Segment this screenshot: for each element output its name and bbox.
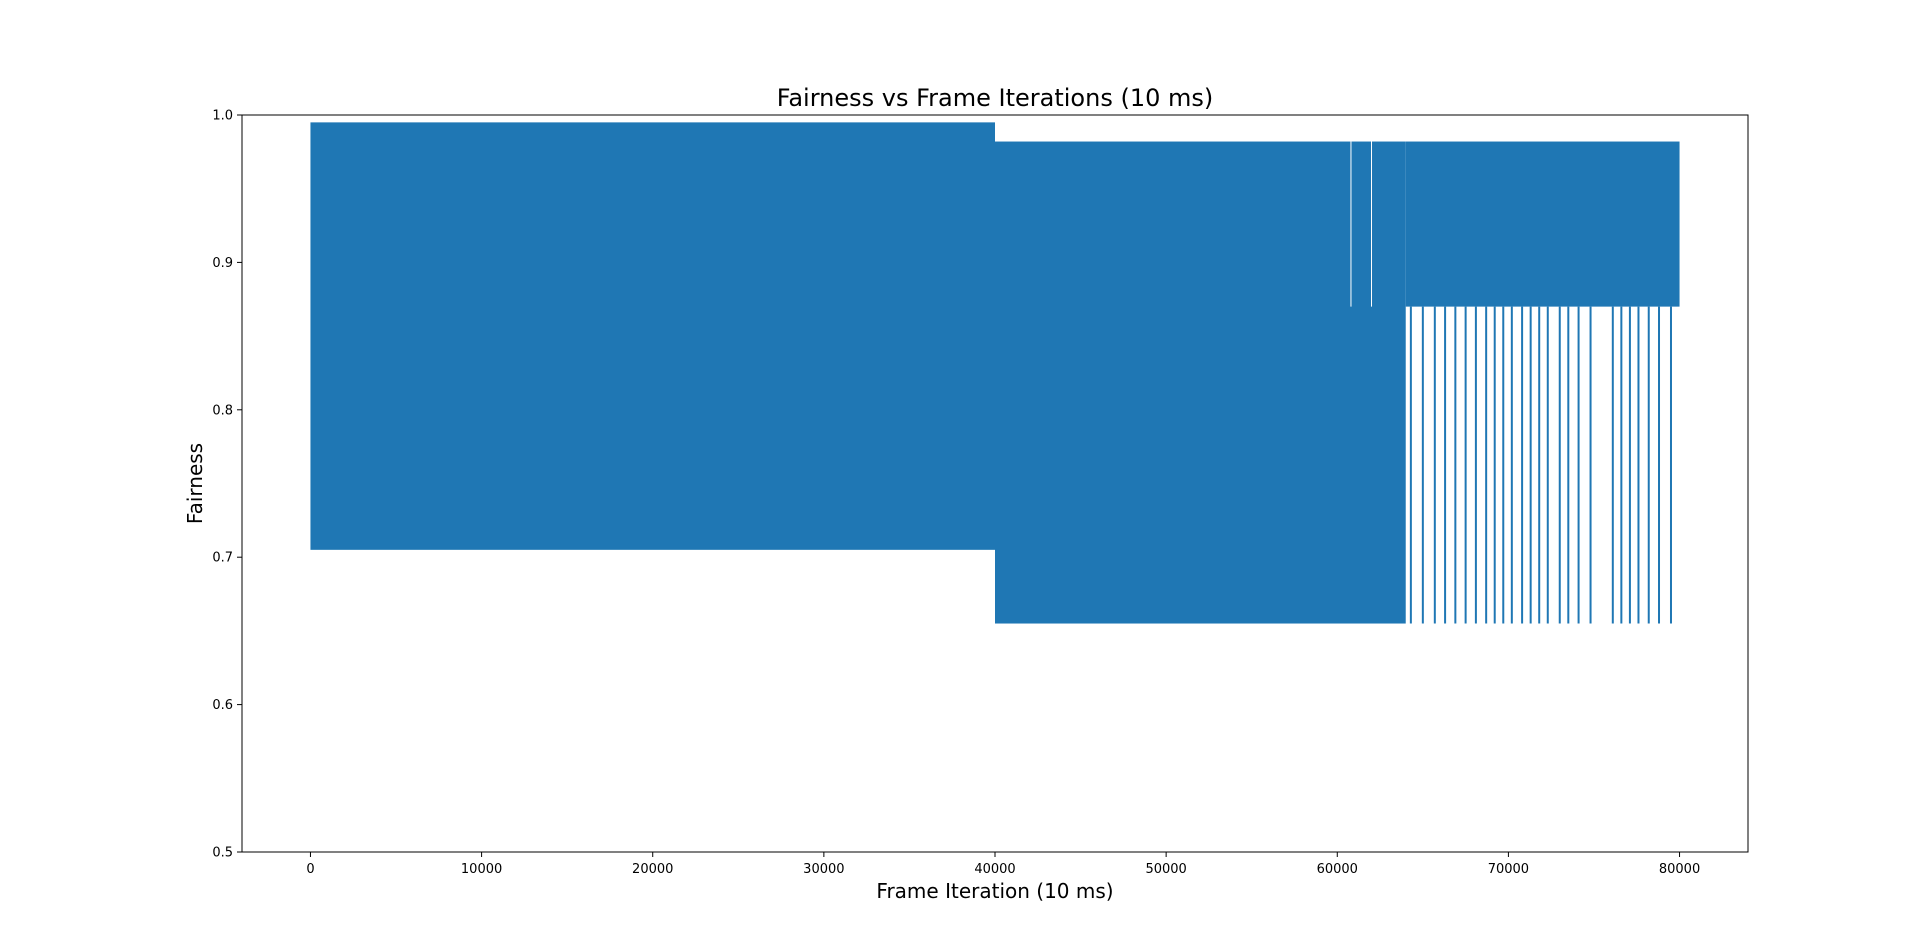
x-tick-label: 50000 xyxy=(1145,862,1186,877)
y-tick-label: 0.7 xyxy=(212,551,233,566)
x-tick-label: 70000 xyxy=(1488,862,1529,877)
y-tick-label: 1.0 xyxy=(212,109,233,124)
y-tick-label: 0.5 xyxy=(212,846,233,861)
x-axis-label: Frame Iteration (10 ms) xyxy=(876,879,1113,903)
x-tick-label: 30000 xyxy=(803,862,844,877)
y-tick-label: 0.9 xyxy=(212,256,233,271)
series-band xyxy=(995,141,1406,624)
x-tick-label: 0 xyxy=(306,862,314,877)
chart-title: Fairness vs Frame Iterations (10 ms) xyxy=(777,84,1214,112)
x-tick-label: 40000 xyxy=(974,862,1015,877)
series-band xyxy=(1405,141,1680,307)
y-tick-label: 0.8 xyxy=(212,403,233,418)
y-axis-label: Fairness xyxy=(183,443,207,524)
data-series xyxy=(310,122,1680,624)
series-band xyxy=(310,122,995,550)
x-tick-label: 10000 xyxy=(461,862,502,877)
plot-area xyxy=(310,122,1680,624)
x-tick-label: 20000 xyxy=(632,862,673,877)
y-tick-label: 0.6 xyxy=(212,698,233,713)
x-tick-label: 80000 xyxy=(1659,862,1700,877)
x-axis: 0 10000 20000 30000 40000 50000 60000 70000 8000… xyxy=(306,852,1700,877)
x-tick-label: 60000 xyxy=(1317,862,1358,877)
y-axis: 0.5 0.6 0.7 0.8 0.9 1.0 xyxy=(212,109,242,861)
